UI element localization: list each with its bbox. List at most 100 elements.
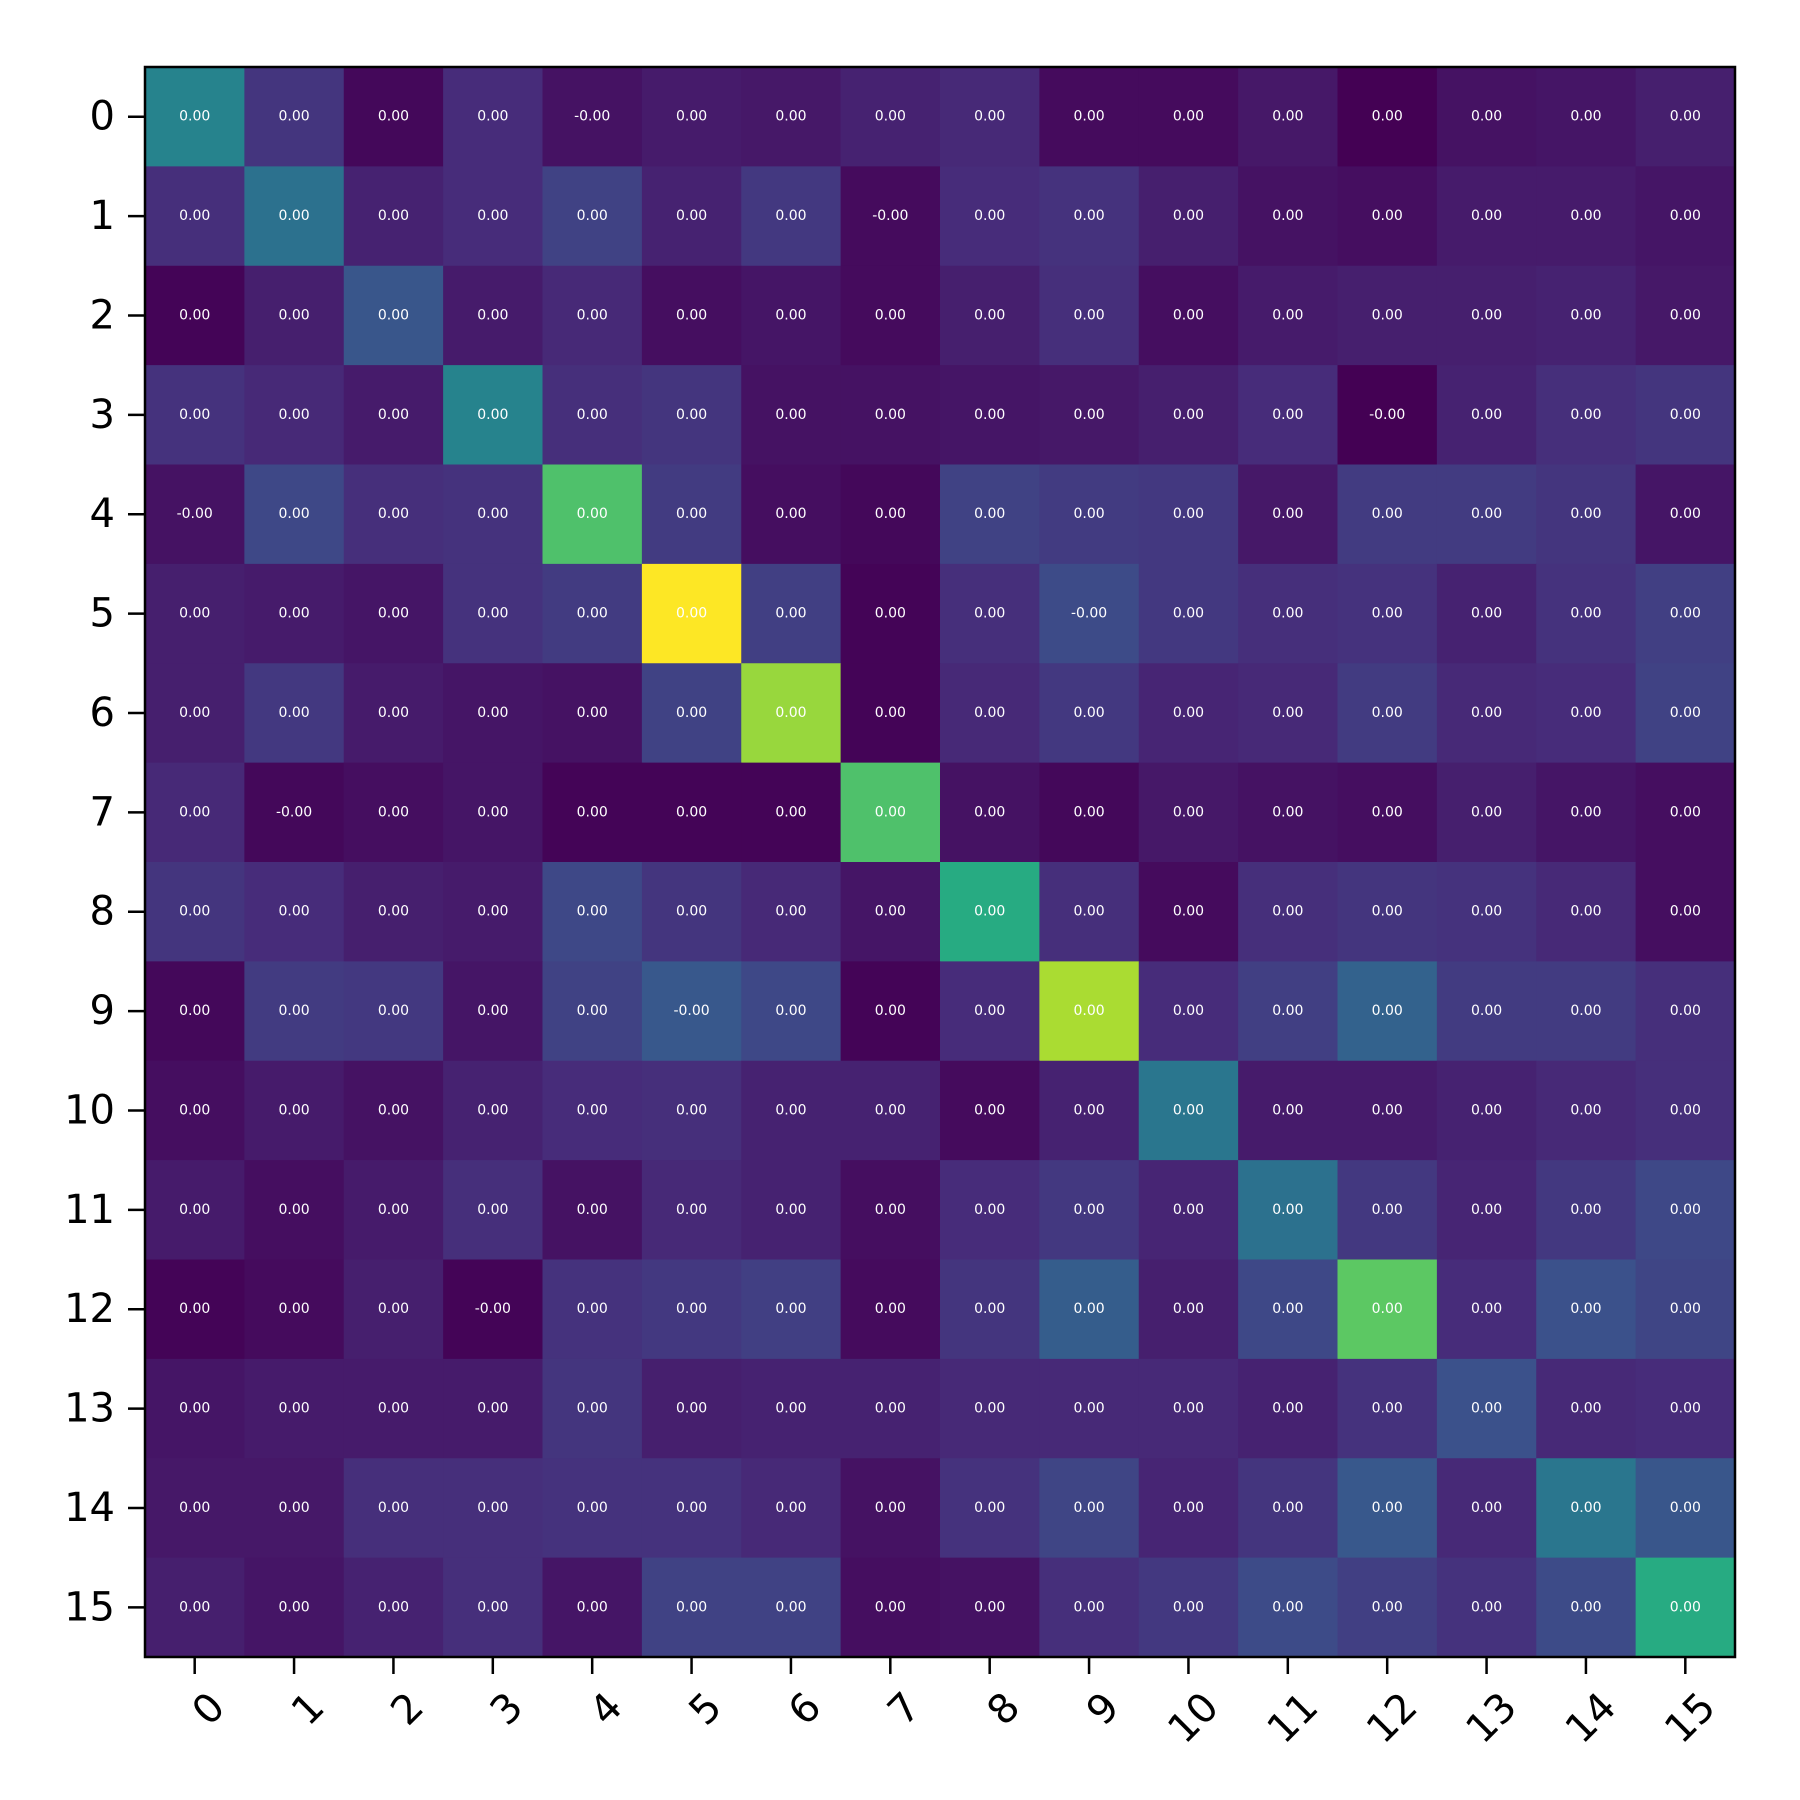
heatmap-cell xyxy=(840,862,941,962)
heatmap-cell xyxy=(443,663,543,764)
heatmap-cell xyxy=(343,265,444,366)
cell-value-label: 0.00 xyxy=(1372,606,1403,622)
heatmap-cell xyxy=(1536,265,1637,366)
cell-value-label: 0.00 xyxy=(775,705,806,721)
cell-value-label: 0.00 xyxy=(875,904,906,920)
heatmap-cell xyxy=(1436,1458,1537,1559)
cell-value-label: 0.00 xyxy=(1272,1401,1303,1417)
cell-value-label: 0.00 xyxy=(477,705,508,721)
heatmap-cell xyxy=(343,166,444,267)
heatmap-cell xyxy=(940,365,1040,465)
cell-value-label: 0.00 xyxy=(1272,1599,1303,1615)
cell-value-label: 0.00 xyxy=(875,1401,906,1417)
cell-value-label: 0.00 xyxy=(875,1500,906,1516)
x-tick-label: 2 xyxy=(382,1684,433,1735)
cell-value-label: 0.00 xyxy=(974,904,1005,920)
heatmap-cell xyxy=(343,67,444,167)
y-tick-label: 6 xyxy=(90,690,115,736)
cell-value-label: 0.00 xyxy=(278,1599,309,1615)
heatmap-cell xyxy=(1138,961,1239,1062)
heatmap-cell xyxy=(1138,1160,1239,1260)
cell-value-label: 0.00 xyxy=(1670,804,1701,820)
cell-value-label: 0.00 xyxy=(1471,606,1502,622)
cell-value-label: -0.00 xyxy=(475,1301,511,1317)
cell-value-label: 0.00 xyxy=(1073,705,1104,721)
cell-value-label: 0.00 xyxy=(378,1202,409,1218)
heatmap-cell xyxy=(1238,1358,1338,1459)
heatmap-cell xyxy=(741,1160,842,1260)
heatmap-cell xyxy=(840,464,941,565)
cell-value-label: 0.00 xyxy=(1471,1599,1502,1615)
cell-value-label: 0.00 xyxy=(1670,705,1701,721)
heatmap-cell xyxy=(840,365,941,465)
heatmap-cell xyxy=(1337,1557,1438,1658)
heatmap-cell xyxy=(940,1259,1040,1360)
heatmap-cell xyxy=(1536,166,1637,267)
cell-value-label: 0.00 xyxy=(378,804,409,820)
cell-value-label: 0.00 xyxy=(1173,208,1204,224)
cell-value-label: 0.00 xyxy=(1073,1500,1104,1516)
heatmap-cell xyxy=(343,663,444,764)
heatmap-cell xyxy=(1536,464,1637,565)
cell-value-label: 0.00 xyxy=(875,506,906,522)
cell-value-label: 0.00 xyxy=(1173,904,1204,920)
heatmap-cell xyxy=(940,1060,1040,1161)
heatmap-cell xyxy=(1536,1259,1637,1360)
cell-value-label: 0.00 xyxy=(1272,307,1303,323)
cell-value-label: 0.00 xyxy=(1372,1301,1403,1317)
cell-value-label: 0.00 xyxy=(577,1102,608,1118)
heatmap-cell xyxy=(641,166,742,267)
cell-value-label: 0.00 xyxy=(676,506,707,522)
cell-value-label: 0.00 xyxy=(676,1401,707,1417)
heatmap-cell xyxy=(840,1160,941,1260)
cell-value-label: 0.00 xyxy=(1670,1401,1701,1417)
x-tick-label: 9 xyxy=(1078,1684,1129,1735)
heatmap-cell xyxy=(244,762,345,863)
cell-value-label: 0.00 xyxy=(1570,208,1601,224)
cell-value-label: 0.00 xyxy=(1670,1003,1701,1019)
cell-value-label: 0.00 xyxy=(1173,307,1204,323)
heatmap-cell xyxy=(1337,365,1438,465)
cell-value-label: 0.00 xyxy=(1471,1500,1502,1516)
heatmap-cell xyxy=(840,1358,941,1459)
cell-value-label: 0.00 xyxy=(577,1401,608,1417)
heatmap-cell xyxy=(343,563,444,664)
heatmap-cell xyxy=(1238,365,1338,465)
cell-value-label: 0.00 xyxy=(775,407,806,423)
cell-value-label: 0.00 xyxy=(775,1202,806,1218)
y-tick-label: 11 xyxy=(64,1187,115,1233)
heatmap-cell xyxy=(443,464,543,565)
heatmap-cell xyxy=(1436,365,1537,465)
heatmap-cell xyxy=(1337,563,1438,664)
heatmap-cell xyxy=(1138,265,1239,366)
heatmap-cell xyxy=(343,1259,444,1360)
cell-value-label: 0.00 xyxy=(1471,804,1502,820)
cell-value-label: 0.00 xyxy=(378,1500,409,1516)
heatmap-cell xyxy=(1635,1557,1736,1658)
cell-value-label: 0.00 xyxy=(974,506,1005,522)
cell-value-label: 0.00 xyxy=(1073,307,1104,323)
x-tick-label: 6 xyxy=(780,1684,831,1735)
cell-value-label: 0.00 xyxy=(1073,1102,1104,1118)
cell-value-label: 0.00 xyxy=(577,506,608,522)
y-tick-label: 3 xyxy=(90,392,115,438)
heatmap-cell xyxy=(940,1557,1040,1658)
cell-value-label: 0.00 xyxy=(378,904,409,920)
cell-value-label: 0.00 xyxy=(1670,1102,1701,1118)
heatmap-cell xyxy=(940,563,1040,664)
heatmap-cell xyxy=(1536,862,1637,962)
heatmap-cell xyxy=(244,961,345,1062)
heatmap-cell xyxy=(343,365,444,465)
cell-value-label: 0.00 xyxy=(1570,1500,1601,1516)
cell-value-label: 0.00 xyxy=(577,1301,608,1317)
heatmap-cell xyxy=(542,1358,643,1459)
cell-value-label: 0.00 xyxy=(1272,109,1303,125)
heatmap-cell xyxy=(1536,1060,1637,1161)
cell-value-label: 0.00 xyxy=(278,1401,309,1417)
cell-value-label: 0.00 xyxy=(1570,109,1601,125)
x-tick-label: 12 xyxy=(1358,1684,1427,1753)
y-tick-label: 10 xyxy=(64,1087,115,1133)
cell-value-label: 0.00 xyxy=(1372,705,1403,721)
heatmap-cell xyxy=(1337,961,1438,1062)
cell-value-label: 0.00 xyxy=(875,1202,906,1218)
